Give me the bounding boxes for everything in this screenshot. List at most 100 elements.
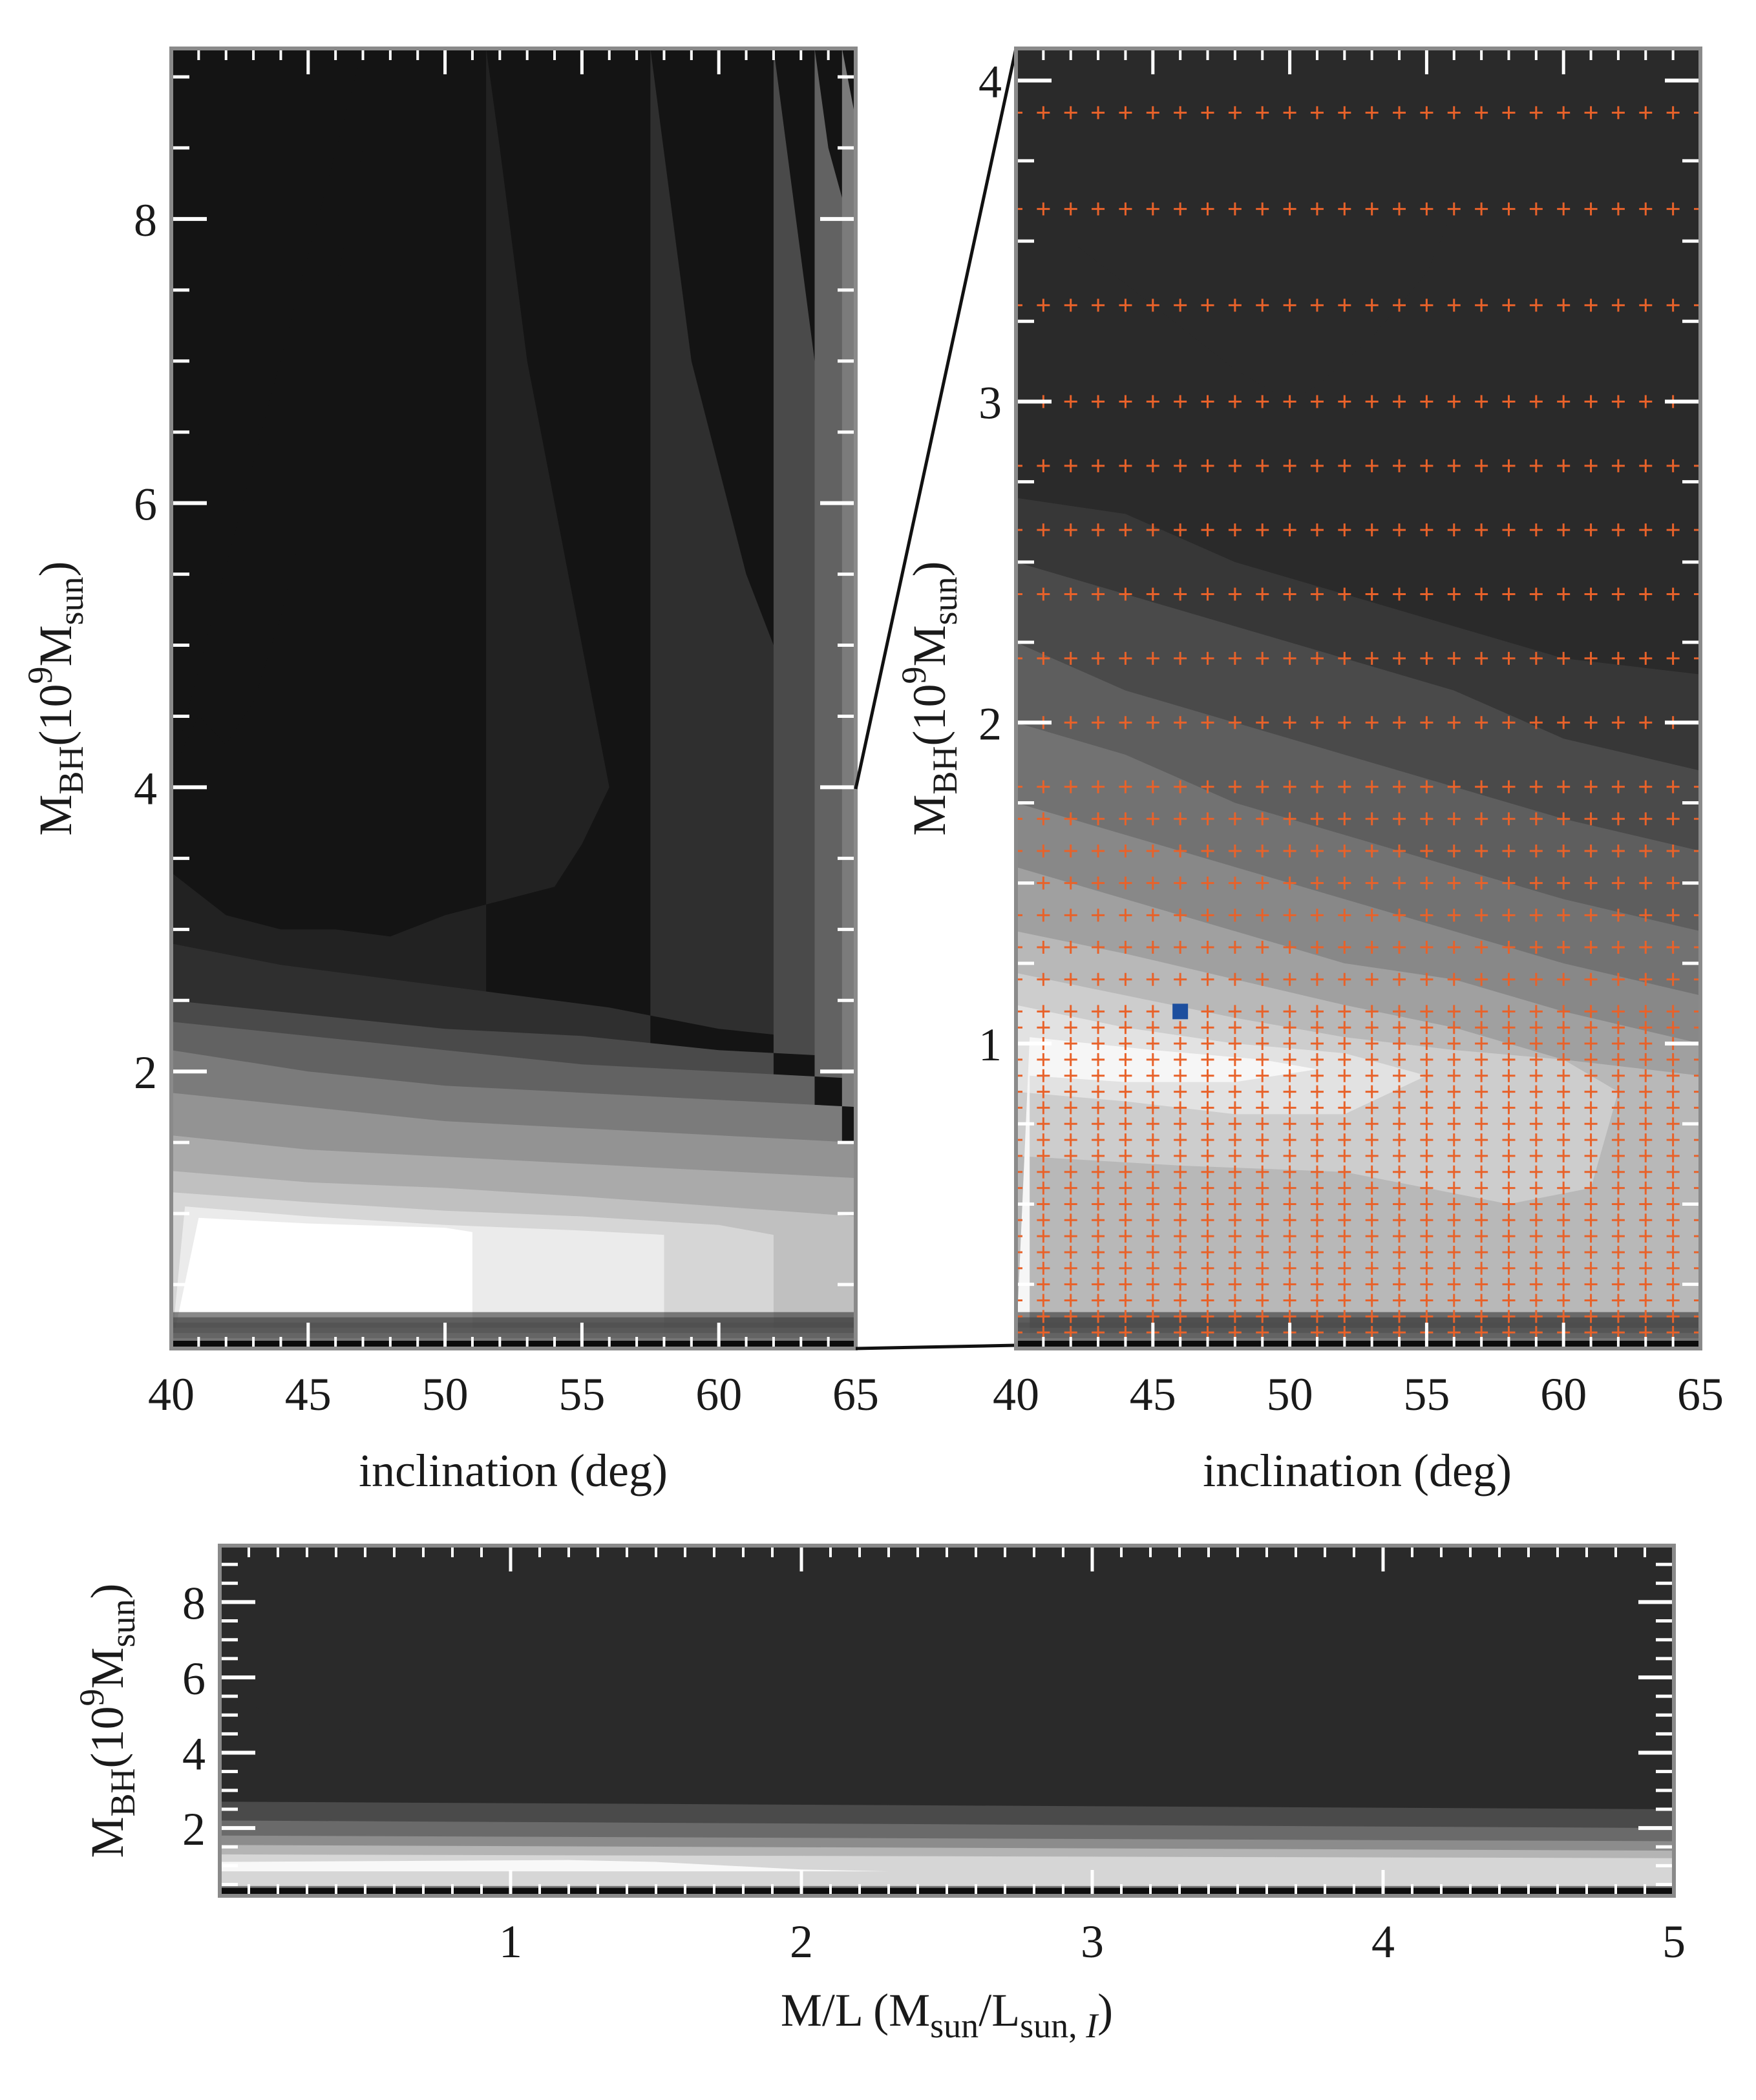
grid-point-marker xyxy=(1016,1261,1022,1275)
grid-point-marker xyxy=(1365,651,1379,665)
grid-point-marker xyxy=(1174,202,1187,216)
grid-point-marker xyxy=(1037,1005,1050,1018)
grid-point-marker xyxy=(1228,1133,1242,1147)
contour-level-3 xyxy=(171,48,856,1349)
grid-point-marker xyxy=(1447,1117,1461,1131)
grid-point-marker xyxy=(1639,972,1653,986)
grid-point-marker xyxy=(1037,299,1050,312)
grid-point-marker xyxy=(1666,1165,1680,1179)
grid-point-marker xyxy=(1666,1326,1680,1339)
grid-point-marker xyxy=(1557,1021,1571,1034)
grid-point-marker xyxy=(1174,1261,1187,1275)
grid-point-marker xyxy=(1557,812,1571,826)
grid-point-marker xyxy=(1201,1117,1214,1131)
grid-point-marker xyxy=(1584,1165,1598,1179)
grid-point-marker xyxy=(1310,587,1324,601)
grid-point-marker xyxy=(1611,1133,1625,1147)
grid-point-marker xyxy=(1475,1181,1488,1195)
grid-point-marker xyxy=(1694,844,1700,857)
grid-point-marker xyxy=(1064,1310,1077,1323)
grid-point-marker xyxy=(1037,1197,1050,1211)
grid-point-marker xyxy=(1146,1133,1159,1147)
grid-point-marker xyxy=(1064,716,1077,730)
grid-point-marker xyxy=(1529,1053,1543,1066)
grid-point-marker xyxy=(1502,1069,1516,1082)
grid-point-marker xyxy=(1365,1133,1379,1147)
grid-point-marker xyxy=(1557,716,1571,730)
grid-point-marker xyxy=(1502,1213,1516,1227)
grid-point-marker xyxy=(1584,1326,1598,1339)
grid-point-marker xyxy=(1611,651,1625,665)
grid-point-marker xyxy=(1037,1261,1050,1275)
grid-point-marker xyxy=(1393,908,1406,922)
grid-point-marker xyxy=(1064,812,1077,826)
grid-point-marker xyxy=(1475,908,1488,922)
grid-point-marker xyxy=(1338,1069,1351,1082)
grid-point-marker xyxy=(1146,908,1159,922)
grid-point-marker xyxy=(1064,1261,1077,1275)
grid-point-marker xyxy=(1228,941,1242,954)
grid-point-marker xyxy=(1174,395,1187,408)
grid-point-marker xyxy=(1529,1326,1543,1339)
grid-point-marker xyxy=(1611,1021,1625,1034)
grid-point-marker xyxy=(1502,1117,1516,1131)
grid-point-marker xyxy=(1092,1149,1105,1162)
grid-point-marker xyxy=(1666,299,1680,312)
grid-point-marker xyxy=(1584,1230,1598,1243)
grid-point-marker xyxy=(1174,972,1187,986)
grid-point-marker xyxy=(1393,876,1406,890)
grid-point-marker xyxy=(1310,780,1324,793)
grid-point-marker xyxy=(1037,1117,1050,1131)
grid-point-marker xyxy=(1393,1245,1406,1259)
grid-point-marker xyxy=(1529,1069,1543,1082)
grid-point-marker xyxy=(1064,395,1077,408)
grid-point-marker xyxy=(1256,1197,1269,1211)
grid-point-marker xyxy=(1201,1069,1214,1082)
grid-point-marker xyxy=(1256,202,1269,216)
grid-point-marker xyxy=(1201,1053,1214,1066)
grid-point-marker xyxy=(1639,1165,1653,1179)
grid-point-marker xyxy=(1119,812,1132,826)
grid-point-marker xyxy=(1420,523,1433,537)
grid-point-marker xyxy=(1119,1037,1132,1051)
grid-point-marker xyxy=(1092,941,1105,954)
grid-point-marker xyxy=(1529,523,1543,537)
grid-point-marker xyxy=(1557,1277,1571,1291)
grid-point-marker xyxy=(1611,395,1625,408)
grid-point-marker xyxy=(1064,1085,1077,1098)
grid-point-marker xyxy=(1338,587,1351,601)
grid-point-marker xyxy=(1338,1133,1351,1147)
grid-point-marker xyxy=(1037,459,1050,472)
x-tick-label: 40 xyxy=(993,1369,1039,1420)
grid-point-marker xyxy=(1447,941,1461,954)
grid-point-marker xyxy=(1420,1294,1433,1307)
grid-point-marker xyxy=(1283,812,1296,826)
y-tick-label: 3 xyxy=(978,377,1002,428)
grid-point-marker xyxy=(1174,1294,1187,1307)
grid-point-marker xyxy=(1310,1133,1324,1147)
grid-point-marker xyxy=(1557,106,1571,120)
grid-point-marker xyxy=(1228,716,1242,730)
grid-point-marker xyxy=(1639,1277,1653,1291)
grid-point-marker xyxy=(1529,1021,1543,1034)
grid-point-marker xyxy=(1393,941,1406,954)
grid-point-marker xyxy=(1283,941,1296,954)
grid-point-marker xyxy=(1393,1117,1406,1131)
grid-point-marker xyxy=(1092,1310,1105,1323)
grid-point-marker xyxy=(1365,1230,1379,1243)
grid-point-marker xyxy=(1529,812,1543,826)
grid-point-marker xyxy=(1283,1005,1296,1018)
grid-point-marker xyxy=(1666,1213,1680,1227)
grid-point-marker xyxy=(1092,1021,1105,1034)
zoom-connector-bottom xyxy=(855,1343,1017,1350)
grid-point-marker xyxy=(1584,1277,1598,1291)
grid-point-marker xyxy=(1393,651,1406,665)
zoom-connector-top xyxy=(854,48,1018,790)
grid-point-marker xyxy=(1016,1310,1022,1323)
grid-point-marker xyxy=(1694,1294,1700,1307)
grid-point-marker xyxy=(1420,1037,1433,1051)
grid-point-marker xyxy=(1201,1085,1214,1098)
grid-point-marker xyxy=(1064,1277,1077,1291)
grid-point-marker xyxy=(1502,1101,1516,1115)
grid-point-marker xyxy=(1201,1197,1214,1211)
